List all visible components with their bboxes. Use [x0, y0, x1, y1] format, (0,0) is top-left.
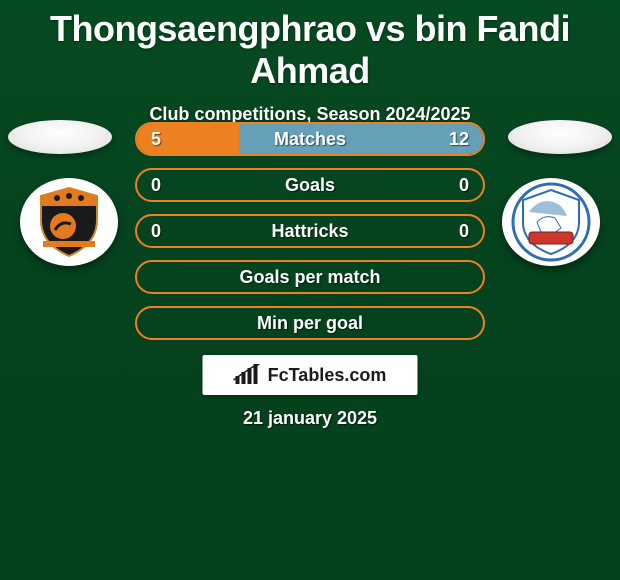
- stat-bar-left-value: 0: [151, 216, 161, 246]
- stat-bar-right-fill: [239, 124, 483, 154]
- bar-chart-icon: [234, 364, 262, 386]
- left-club-crest: [20, 178, 118, 266]
- shield-icon: [31, 184, 107, 260]
- stat-bar-left-value: 5: [151, 124, 161, 154]
- brand-text: FcTables.com: [268, 365, 387, 386]
- page-title: Thongsaengphrao vs bin Fandi Ahmad: [0, 0, 620, 92]
- stat-bars: Matches512Goals00Hattricks00Goals per ma…: [135, 122, 485, 352]
- right-flag-ellipse: [508, 120, 612, 154]
- stat-bar: Goals per match: [135, 260, 485, 294]
- stat-bar-right-value: 12: [449, 124, 469, 154]
- stat-bar: Matches512: [135, 122, 485, 156]
- brand-badge[interactable]: FcTables.com: [203, 355, 418, 395]
- stat-bar-label: Min per goal: [137, 308, 483, 338]
- stat-bar-label: Goals: [137, 170, 483, 200]
- stat-bar: Goals0 0: [135, 168, 485, 202]
- stat-bar-left-value: 0: [151, 170, 161, 200]
- right-club-crest: [502, 178, 600, 266]
- left-flag-ellipse: [8, 120, 112, 154]
- stat-bar: Min per goal: [135, 306, 485, 340]
- stat-bar: Hattricks0 0: [135, 214, 485, 248]
- stat-bar-right-value: 0: [459, 170, 469, 200]
- stat-bar-label: Hattricks: [137, 216, 483, 246]
- stat-bar-label: Goals per match: [137, 262, 483, 292]
- shield-icon: [511, 182, 591, 262]
- stat-bar-right-value: 0: [459, 216, 469, 246]
- date-label: 21 january 2025: [0, 408, 620, 429]
